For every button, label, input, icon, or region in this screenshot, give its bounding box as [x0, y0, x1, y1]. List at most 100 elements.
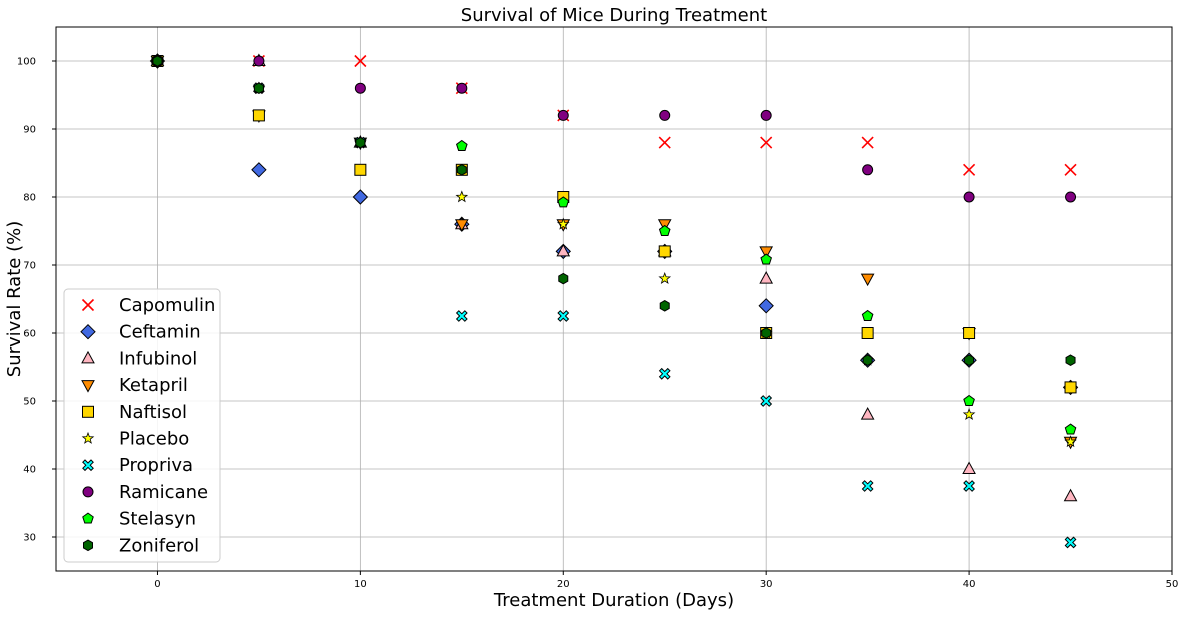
point-infubinol: [860, 407, 875, 420]
legend-marker-ketapril: [81, 380, 95, 393]
legend-label-ketapril: Ketapril: [119, 375, 188, 396]
legend-label-naftisol: Naftisol: [119, 402, 187, 423]
y-tick-label: 40: [23, 465, 36, 476]
legend-label-stelasyn: Stelasyn: [119, 509, 196, 530]
point-zoniferol: [355, 136, 366, 149]
point-zoniferol: [456, 164, 467, 176]
x-axis-label: Treatment Duration (Days): [493, 590, 734, 611]
point-infubinol: [759, 271, 774, 284]
point-ramicane: [253, 55, 265, 67]
legend-item-infubinol: Infubinol: [81, 348, 197, 369]
point-infubinol: [962, 461, 976, 474]
series-zoniferol: [152, 55, 1076, 366]
legend-label-ramicane: Ramicane: [119, 482, 208, 503]
point-propriva: [658, 367, 671, 380]
legend-marker-capomulin: [81, 298, 95, 312]
point-zoniferol: [1065, 354, 1076, 366]
point-ramicane: [862, 164, 874, 176]
y-tick-label: 90: [23, 125, 36, 136]
point-propriva: [455, 310, 468, 322]
point-infubinol: [1063, 488, 1078, 502]
point-zoniferol: [761, 327, 772, 339]
data-points: [149, 53, 1079, 549]
legend-item-placebo: Placebo: [81, 429, 189, 450]
point-stelasyn: [861, 309, 874, 321]
point-stelasyn: [1064, 423, 1077, 435]
series-ramicane: [151, 55, 1077, 203]
point-ketapril: [860, 273, 875, 287]
point-propriva: [1064, 536, 1077, 549]
point-capomulin: [354, 54, 367, 68]
point-naftisol: [252, 109, 265, 122]
y-tick-label: 60: [23, 329, 36, 340]
point-infubinol: [556, 243, 571, 257]
point-ceftamin: [352, 189, 369, 205]
point-stelasyn: [658, 224, 671, 236]
point-capomulin: [963, 163, 976, 176]
legend-marker-ramicane: [82, 486, 94, 498]
legend-marker-propriva: [82, 459, 94, 472]
point-placebo: [455, 190, 469, 203]
point-ramicane: [659, 109, 671, 121]
point-ceftamin: [758, 298, 774, 314]
legend-item-propriva: Propriva: [82, 455, 193, 476]
legend-marker-placebo: [81, 431, 95, 444]
legend-marker-ceftamin: [80, 323, 96, 340]
legend-item-stelasyn: Stelasyn: [82, 509, 196, 530]
point-zoniferol: [558, 272, 569, 285]
legend-item-capomulin: Capomulin: [81, 295, 215, 316]
x-tick-label: 0: [154, 579, 160, 590]
legend-label-placebo: Placebo: [119, 429, 189, 450]
legend-label-zoniferol: Zoniferol: [119, 535, 199, 556]
legend-label-capomulin: Capomulin: [119, 295, 215, 316]
point-naftisol: [658, 245, 671, 258]
series-propriva: [151, 55, 1077, 549]
point-propriva: [861, 480, 874, 492]
point-placebo: [1064, 435, 1077, 448]
legend-label-ceftamin: Ceftamin: [119, 322, 201, 343]
point-naftisol: [963, 327, 976, 339]
point-capomulin: [760, 136, 773, 149]
point-ramicane: [456, 82, 468, 94]
point-zoniferol: [659, 300, 670, 312]
point-ketapril: [454, 219, 469, 232]
plot-frame: [55, 26, 1173, 572]
x-tick-label: 40: [963, 579, 976, 590]
point-stelasyn: [456, 139, 468, 151]
point-stelasyn: [963, 394, 975, 406]
point-stelasyn: [760, 253, 772, 265]
legend-marker-infubinol: [81, 350, 95, 364]
legend-item-ceftamin: Ceftamin: [80, 322, 201, 343]
series-capomulin: [151, 54, 1077, 176]
point-zoniferol: [964, 354, 975, 366]
y-tick-label: 30: [23, 533, 36, 544]
point-zoniferol: [253, 82, 264, 94]
point-zoniferol: [152, 55, 163, 67]
chart-title: Survival of Mice During Treatment: [461, 5, 767, 26]
point-naftisol: [861, 327, 874, 339]
y-axis-label: Survival Rate (%): [4, 221, 25, 377]
series-ketapril: [150, 56, 1078, 450]
point-ramicane: [1065, 191, 1077, 203]
grid: [56, 27, 1173, 571]
series-placebo: [151, 54, 1077, 448]
point-propriva: [557, 310, 570, 322]
legend-label-propriva: Propriva: [119, 455, 193, 476]
point-placebo: [556, 217, 570, 230]
point-stelasyn: [557, 196, 570, 208]
legend-item-ramicane: Ramicane: [82, 482, 208, 503]
y-tick-label: 50: [23, 397, 36, 408]
axis-ticks: 0 10 20 30 40 50 30 40 50 60 70 80 90 100: [17, 57, 1178, 591]
point-ceftamin: [251, 162, 267, 178]
x-tick-label: 20: [557, 579, 570, 590]
x-tick-label: 30: [760, 579, 773, 590]
legend-box: [63, 288, 221, 563]
x-tick-label: 10: [354, 579, 367, 590]
legend-item-naftisol: Naftisol: [82, 402, 187, 423]
point-naftisol: [354, 163, 367, 176]
x-tick-label: 50: [1166, 579, 1179, 590]
point-placebo: [658, 271, 672, 284]
series-infubinol: [150, 53, 1078, 502]
legend: Capomulin Ceftamin Infubinol Ketapril Naftis…: [63, 288, 221, 563]
